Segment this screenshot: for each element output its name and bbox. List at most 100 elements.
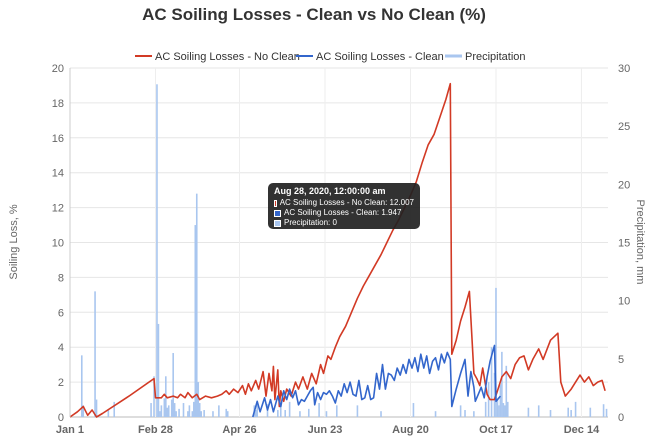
tooltip-row-no-clean: AC Soiling Losses - No Clean: 12.007	[274, 198, 414, 208]
precipitation-bar	[175, 411, 177, 417]
precipitation-bar	[226, 411, 229, 417]
legend-item-no-clean[interactable]: AC Soiling Losses - No Clean	[135, 51, 300, 63]
x-tick-label: Jun 23	[308, 424, 343, 436]
precipitation-bar	[95, 399, 98, 417]
y-tick-label: 14	[52, 168, 64, 180]
tooltip-text-no-clean: AC Soiling Losses - No Clean: 12.007	[279, 198, 414, 207]
series-line-no-clean	[69, 82, 606, 418]
precipitation-bar	[163, 398, 166, 417]
precipitation-bar	[203, 410, 205, 417]
precipitation-bar	[212, 411, 214, 417]
precipitation-bar	[493, 372, 496, 417]
series-line-clean	[252, 344, 502, 418]
precipitation-bar	[256, 403, 258, 417]
tooltip-row-clean: AC Soiling Losses - Clean: 1.947	[274, 208, 414, 218]
precipitation-bar	[191, 411, 194, 417]
precipitation-bar	[197, 382, 200, 417]
axes: 0 2 4 6 8 10 12 14 16 18 20 0 5 10 15 20 25 30 Jan 1 Feb 28…	[52, 63, 631, 436]
legend-item-precipitation[interactable]: Precipitation	[445, 51, 526, 63]
precipitation-bar	[549, 410, 552, 417]
legend-label-precipitation: Precipitation	[465, 51, 526, 63]
precipitation-bar	[160, 405, 163, 417]
precipitation-bar	[502, 403, 505, 417]
legend[interactable]: AC Soiling Losses - No Clean AC Soiling …	[135, 51, 526, 63]
precipitation-bar	[195, 193, 198, 417]
precipitation-bar	[473, 411, 475, 417]
precipitation-bar	[307, 408, 310, 417]
precipitation-bar	[567, 407, 570, 417]
precipitation-bar	[495, 287, 497, 417]
y-tick-label: 12	[52, 203, 64, 215]
precipitation-bar	[318, 403, 320, 417]
precipitation-bar	[150, 403, 152, 417]
precipitation-bar	[464, 410, 466, 417]
tooltip-text-clean: AC Soiling Losses - Clean: 1.947	[284, 208, 402, 217]
y2-tick-label: 30	[618, 63, 630, 75]
precipitation-bar	[178, 408, 180, 417]
precipitation-bar	[574, 401, 577, 417]
y2-axis-label: Precipitation, mm	[634, 200, 646, 285]
precipitation-bar	[299, 411, 301, 417]
precipitation-bar	[218, 405, 220, 417]
precipitation-bar	[279, 404, 282, 417]
precipitation-bar	[504, 405, 506, 417]
y2-tick-label: 15	[618, 238, 630, 250]
tooltip-swatch-clean	[274, 209, 281, 217]
precipitation-bar	[484, 401, 487, 417]
precipitation-bar	[380, 411, 382, 417]
y2-tick-label: 25	[618, 121, 630, 133]
precipitation-bar	[498, 405, 500, 417]
y-axis-label: Soiling Loss, %	[8, 204, 20, 279]
precipitation-bar	[188, 405, 191, 417]
precipitation-bar	[490, 347, 493, 417]
gridlines	[69, 67, 608, 418]
precipitation-bar	[356, 405, 359, 417]
chart-title: AC Soiling Losses - Clean vs No Clean (%…	[142, 5, 486, 24]
x-tick-label: Aug 20	[392, 424, 429, 436]
precipitation-bar	[496, 399, 499, 417]
precipitation-bar	[172, 353, 174, 417]
y2-tick-label: 5	[618, 354, 624, 366]
precipitation-bar	[187, 411, 189, 417]
precipitation-bar	[194, 225, 197, 417]
precipitation-bar	[325, 411, 328, 417]
tooltip-swatch-precipitation	[274, 219, 281, 227]
precipitation-bar	[412, 403, 415, 417]
precipitation-bar	[434, 411, 437, 417]
precipitation-bar	[170, 399, 173, 417]
y2-tick-label: 0	[618, 412, 624, 424]
precipitation-bar	[605, 408, 608, 417]
legend-item-clean[interactable]: AC Soiling Losses - Clean	[296, 51, 444, 63]
y-tick-label: 0	[58, 412, 64, 424]
x-tick-label: Apr 26	[222, 424, 256, 436]
precipitation-bar	[288, 401, 291, 417]
y-tick-label: 18	[52, 98, 64, 110]
precipitation-bar	[166, 407, 169, 417]
precipitation-bar	[153, 376, 155, 417]
precipitation-bar	[537, 405, 540, 417]
x-tick-label: Oct 17	[479, 424, 513, 436]
precipitation-bar	[193, 401, 195, 417]
tooltip-row-precipitation: Precipitation: 0	[274, 218, 414, 228]
precipitation-bar	[107, 410, 110, 417]
precipitation-bar	[335, 405, 338, 417]
precipitation-bar	[173, 403, 176, 417]
y-tick-label: 2	[58, 377, 64, 389]
legend-label-no-clean: AC Soiling Losses - No Clean	[155, 51, 300, 63]
y-tick-label: 20	[52, 63, 64, 75]
precipitation-bar	[506, 401, 509, 417]
y2-tick-label: 10	[618, 296, 630, 308]
precipitation-bar	[200, 411, 202, 417]
y-tick-label: 4	[58, 342, 64, 354]
precipitation-bar	[167, 405, 170, 417]
precipitation-bar	[570, 410, 572, 417]
precipitation-bar	[82, 405, 85, 417]
precipitation-bar	[198, 403, 201, 417]
precipitation-bar	[589, 407, 592, 417]
precipitation-bar	[254, 410, 257, 417]
precipitation-bar	[527, 407, 530, 417]
precipitation-bar	[459, 405, 462, 417]
y2-tick-label: 20	[618, 179, 630, 191]
precipitation-bar	[499, 384, 502, 417]
